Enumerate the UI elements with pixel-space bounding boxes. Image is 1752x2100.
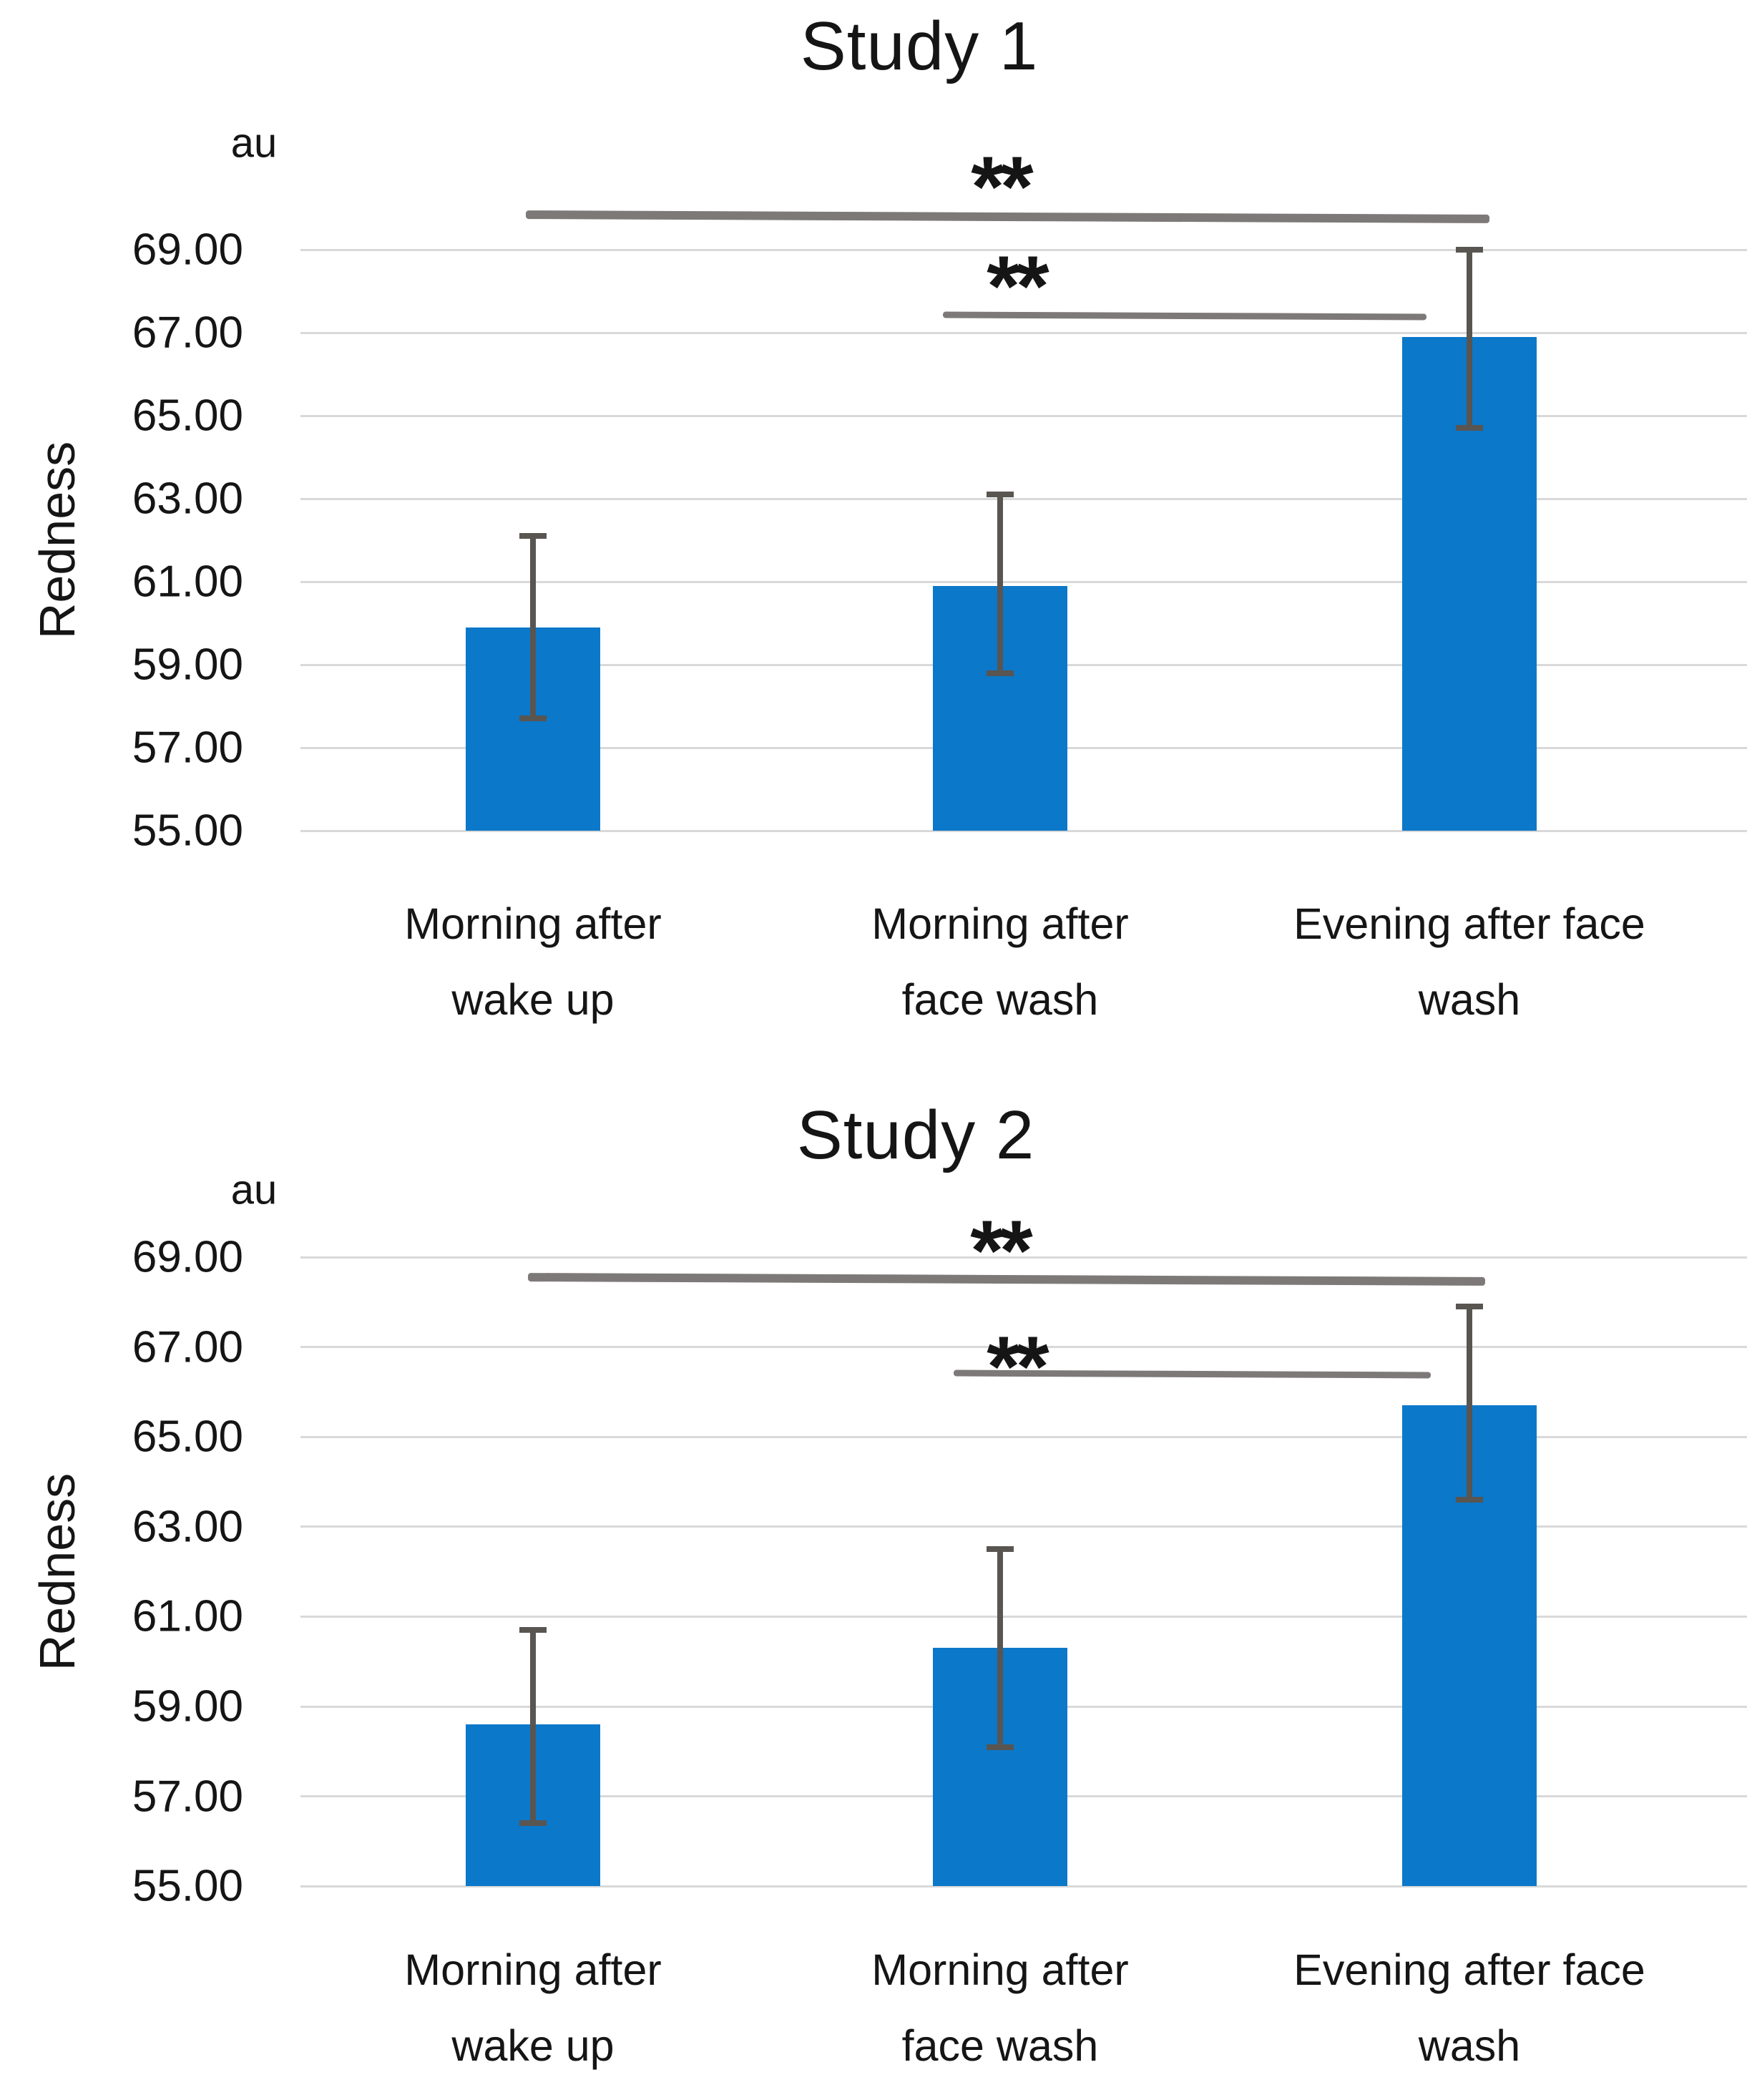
significance-stars: ** (970, 1203, 1032, 1299)
y-tick-label: 57.00 (132, 723, 243, 773)
x-category-label-line: wake up (451, 975, 615, 1024)
x-category-label: Evening after face wash (1226, 1932, 1713, 2084)
error-bar-cap-top (519, 533, 547, 539)
x-category-label-line: wash (1418, 2021, 1521, 2070)
error-bar (997, 1549, 1003, 1747)
y-tick-label: 65.00 (132, 1412, 243, 1462)
grid-line (300, 1525, 1747, 1528)
grid-line (300, 1346, 1747, 1349)
error-bar (1467, 1307, 1472, 1500)
y-tick-label: 61.00 (132, 1591, 243, 1641)
x-category-label-line: Morning after (871, 899, 1129, 948)
x-category-label-line: face wash (901, 2021, 1099, 2070)
grid-line (300, 1435, 1747, 1438)
significance-stars: ** (987, 238, 1049, 334)
y-tick-label: 63.00 (132, 474, 243, 524)
x-category-label-line: Evening after face (1293, 899, 1645, 948)
x-category-label-line: Morning after (404, 1945, 662, 1994)
error-bar (1467, 250, 1472, 429)
y-tick-label: 59.00 (132, 1681, 243, 1732)
y-tick-label: 69.00 (132, 225, 243, 275)
y-tick-label: 67.00 (132, 1322, 243, 1372)
grid-line (300, 331, 1747, 334)
grid-line (300, 248, 1747, 251)
x-category-label-line: wake up (451, 2021, 615, 2070)
grid-line (300, 1885, 1747, 1887)
x-category-label-line: Morning after (404, 899, 662, 948)
grid-line (300, 829, 1747, 832)
y-axis-unit-label: au (230, 119, 278, 167)
x-category-label: Morning after face wash (757, 1932, 1243, 2084)
x-category-label-line: Evening after face (1293, 1945, 1645, 1994)
y-tick-label: 55.00 (132, 806, 243, 856)
error-bar-cap-top (519, 1627, 547, 1633)
grid-line (300, 497, 1747, 500)
y-tick-label: 63.00 (132, 1502, 243, 1552)
y-tick-label: 57.00 (132, 1772, 243, 1822)
error-bar-cap-bottom (987, 670, 1014, 676)
error-bar-cap-bottom (519, 1820, 547, 1827)
x-category-label-line: face wash (901, 975, 1099, 1024)
y-axis-title: Redness (29, 441, 85, 640)
x-category-label: Morning after wake up (290, 1932, 776, 2084)
grid-line (300, 414, 1747, 417)
x-category-label: Morning after face wash (757, 886, 1243, 1037)
x-category-label: Evening after face wash (1226, 886, 1713, 1037)
error-bar (530, 1630, 536, 1824)
significance-stars: ** (987, 1319, 1049, 1415)
error-bar (530, 536, 536, 719)
error-bar (997, 494, 1003, 673)
error-bar-cap-top (987, 1546, 1014, 1553)
significance-stars: ** (971, 138, 1033, 235)
error-bar-cap-bottom (987, 1744, 1014, 1750)
grid-line (300, 1615, 1747, 1618)
y-tick-label: 55.00 (132, 1861, 243, 1911)
y-tick-label: 69.00 (132, 1232, 243, 1282)
y-axis-unit-label: au (230, 1166, 278, 1213)
y-tick-label: 59.00 (132, 640, 243, 690)
y-tick-label: 61.00 (132, 557, 243, 607)
grid-line (300, 1256, 1747, 1259)
chart-title: Study 2 (796, 1097, 1035, 1173)
grid-line (300, 580, 1747, 583)
error-bar-cap-top (1456, 247, 1483, 253)
chart-title: Study 1 (800, 8, 1039, 84)
error-bar-cap-bottom (519, 716, 547, 722)
error-bar-cap-top (987, 492, 1014, 498)
y-tick-label: 67.00 (132, 308, 243, 358)
error-bar-cap-top (1456, 1304, 1483, 1310)
y-tick-label: 65.00 (132, 391, 243, 441)
x-category-label: Morning after wake up (290, 886, 776, 1037)
x-category-label-line: Morning after (871, 1945, 1129, 1994)
error-bar-cap-bottom (1456, 425, 1483, 431)
x-category-label-line: wash (1418, 975, 1521, 1024)
error-bar-cap-bottom (1456, 1497, 1483, 1503)
